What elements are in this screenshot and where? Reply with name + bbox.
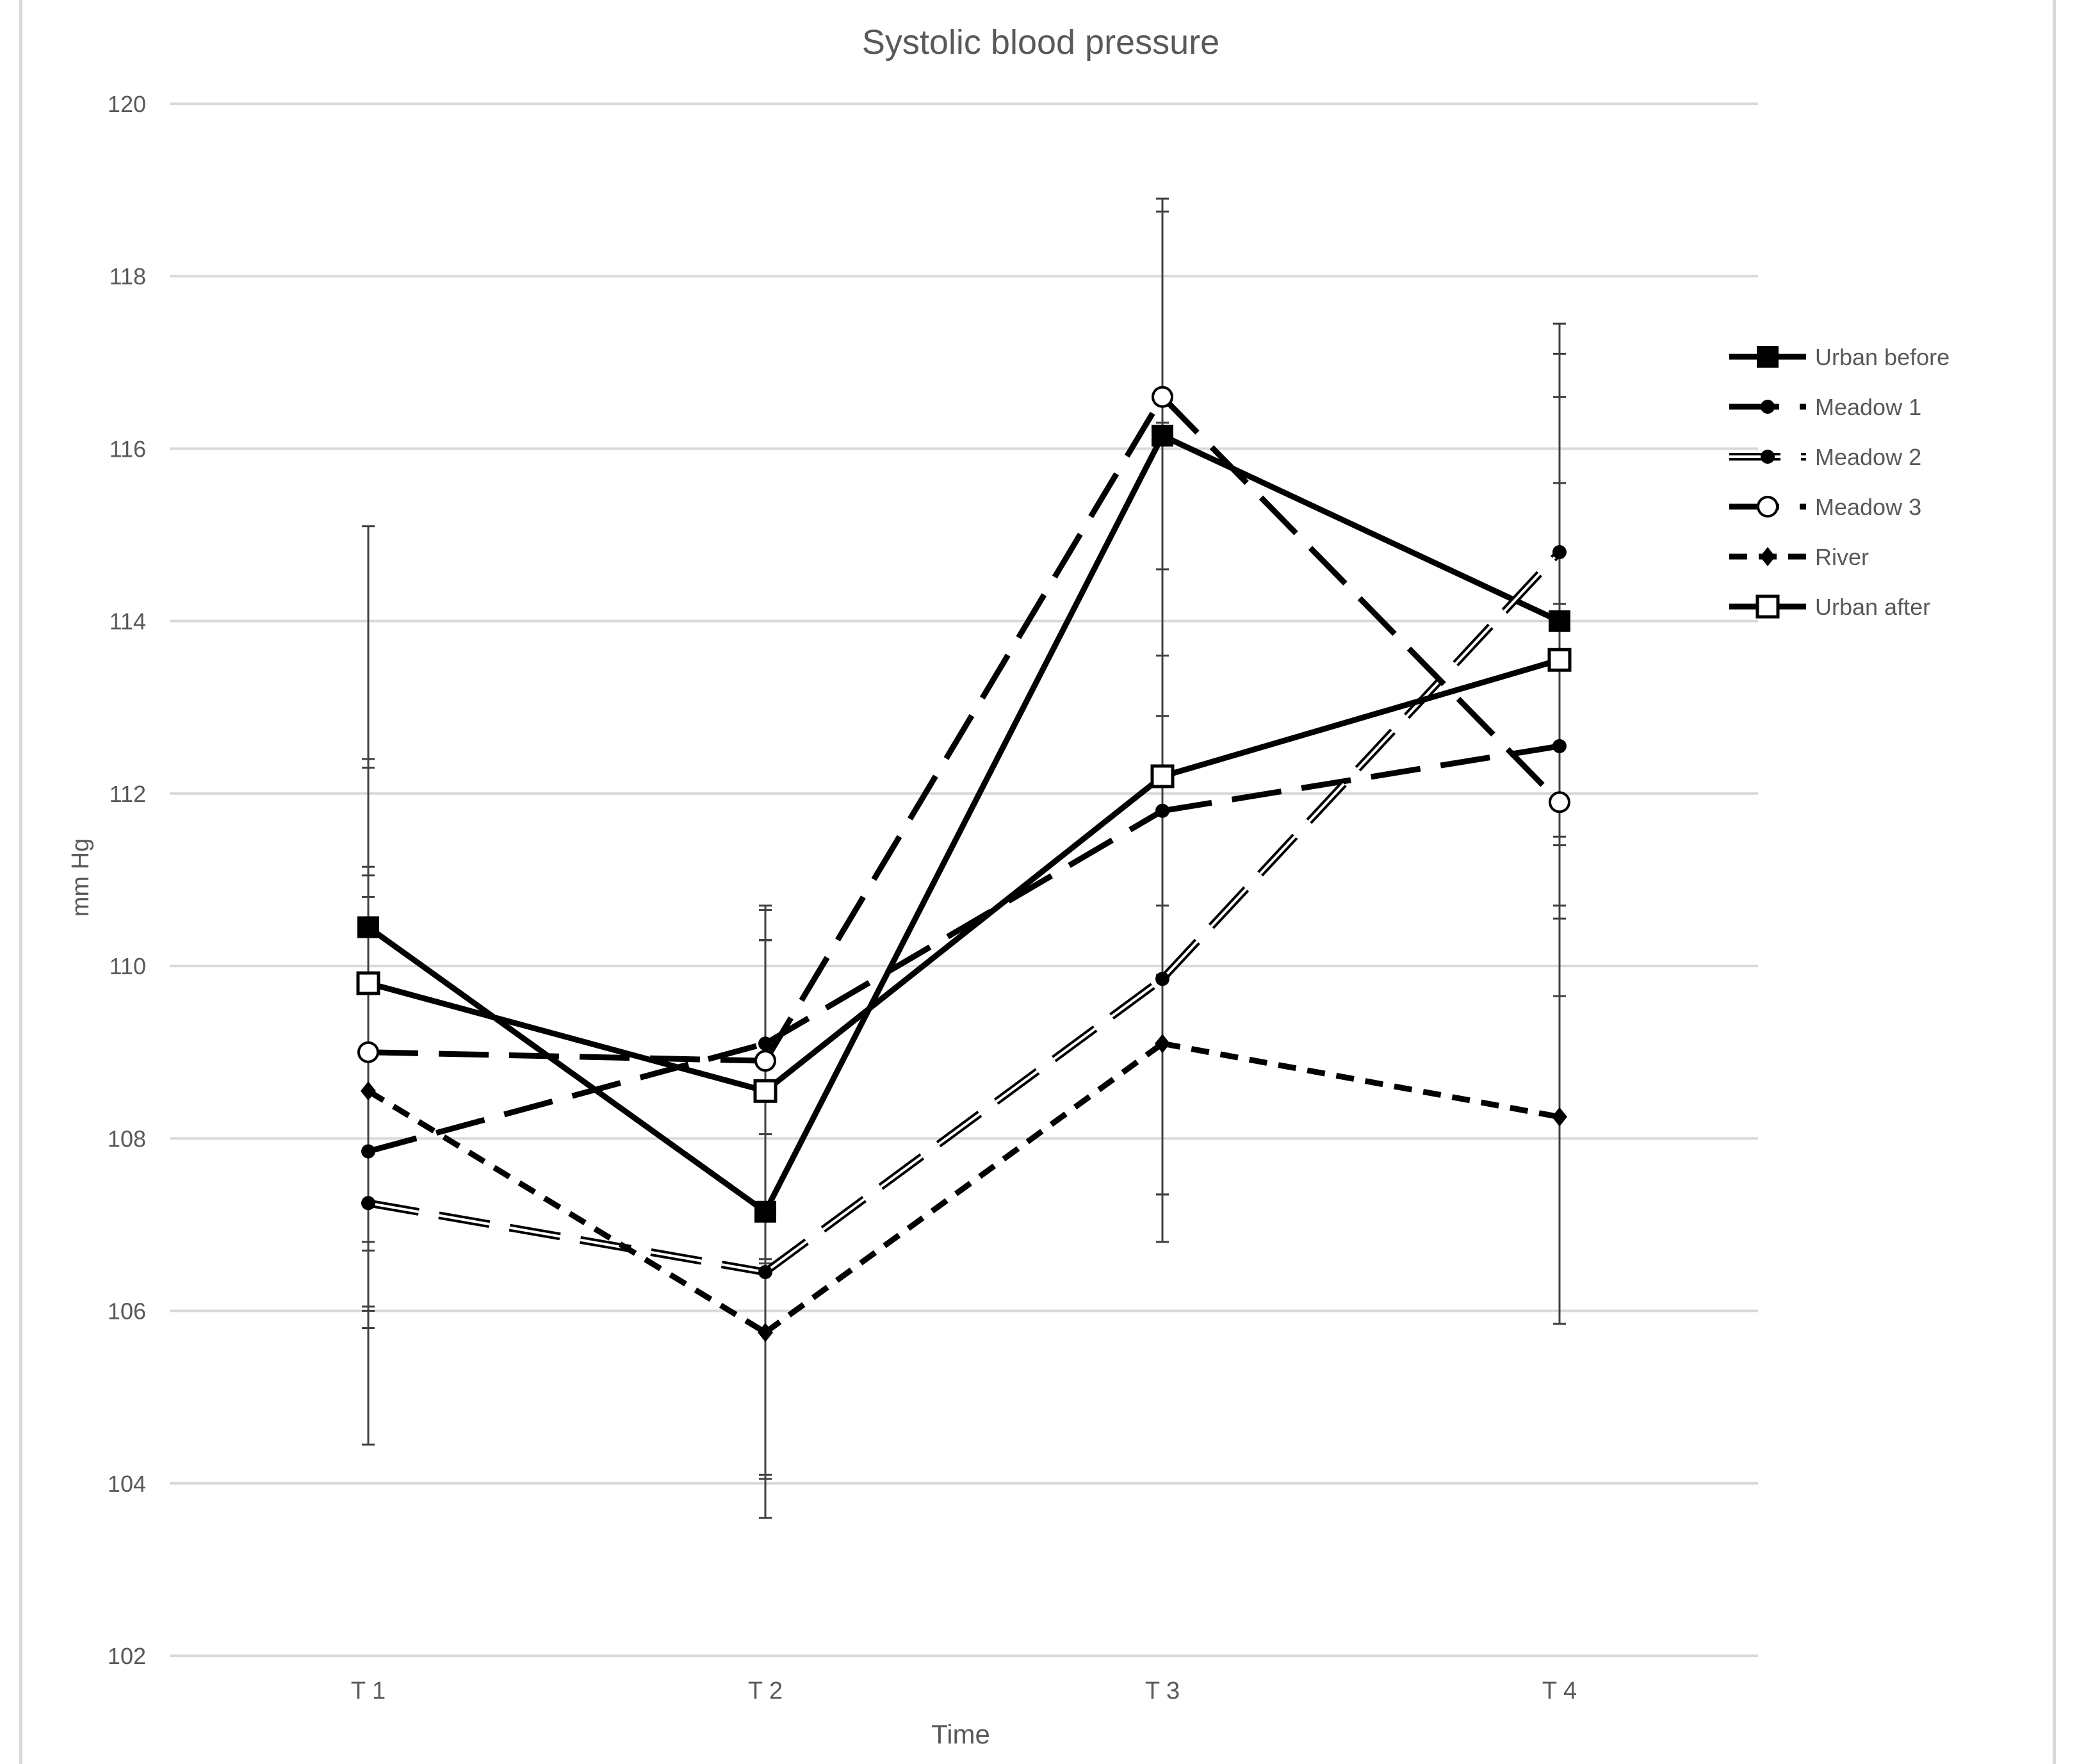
data-point-river [361,1081,376,1101]
legend-label-river: River [1815,544,1869,570]
data-point-meadow-1 [1552,739,1567,753]
series-line-river [366,1088,767,1335]
data-point-river [1155,1034,1170,1054]
data-point-meadow-3 [1152,386,1173,408]
x-tick-labels: T 1 T 2 T 3 T 4 [351,1678,1577,1704]
series-line-urban-before [1161,433,1561,624]
series-line-meadow-3 [1160,395,1562,804]
series-line-urban-after [1161,657,1561,780]
y-tick-label: 102 [108,1643,146,1669]
series-line-river [763,1041,1164,1335]
series-line-urban-after [367,980,767,1094]
series-line-urban-before [366,924,767,1214]
y-tick-label: 110 [110,953,146,979]
data-point-meadow-2 [758,1264,772,1279]
y-tick-label: 114 [110,608,146,635]
series-line-meadow-2-core [368,1202,766,1273]
data-point-urban-after [1547,648,1572,672]
x-axis-title: Time [931,1719,990,1749]
data-point-urban-after [356,971,380,995]
x-tick-label: T 1 [351,1678,386,1704]
data-point-meadow-1 [758,1036,772,1051]
y-axis-title: mm Hg [67,838,94,917]
series-line-meadow-1 [763,808,1164,1047]
chart-title: Systolic blood pressure [862,23,1219,61]
series-lines [366,395,1563,1335]
legend-label-meadow-3: Meadow 3 [1815,494,1921,520]
legend-marker-river [1760,547,1775,566]
series-line-meadow-2 [367,1199,767,1276]
x-tick-label: T 4 [1542,1678,1577,1704]
y-tick-label: 118 [110,263,146,290]
y-tick-label: 120 [108,91,146,117]
series-line-meadow-2-core [764,977,1164,1273]
legend-label-meadow-2: Meadow 2 [1815,444,1921,470]
data-point-urban-before [357,916,379,938]
series-line-meadow-3 [763,395,1165,1063]
data-point-meadow-3 [1549,791,1570,813]
data-point-urban-after [1150,764,1175,788]
data-point-meadow-3 [357,1041,379,1063]
legend-label-urban-before: Urban before [1815,344,1950,370]
data-point-meadow-1 [361,1144,375,1159]
series-markers [356,386,1572,1343]
legend-marker-meadow-1 [1761,400,1775,414]
data-point-urban-before [754,1200,776,1223]
series-line-urban-after [763,774,1164,1093]
gridlines [170,102,1758,1657]
y-tick-label: 104 [108,1471,146,1497]
error-bars [362,197,1566,1519]
series-line-urban-before [762,434,1166,1213]
series-line-meadow-3 [368,1049,766,1064]
series-line-meadow-1 [1162,743,1560,814]
legend-marker-urban-before [1757,346,1779,368]
legend-marker-meadow-3 [1757,496,1779,518]
y-tick-label: 106 [108,1298,146,1325]
y-tick-label: 116 [110,436,146,462]
x-tick-label: T 3 [1145,1678,1180,1704]
legend-label-urban-after: Urban after [1815,594,1930,620]
data-point-urban-after [753,1079,778,1103]
series-line-meadow-1 [367,1040,767,1154]
legend: Urban before Meadow 1 Meadow 2 Meadow 3 Rive… [1729,344,1950,620]
x-tick-label: T 2 [748,1678,783,1704]
chart-frame [19,0,2056,1764]
y-tick-labels: 102 104 106 108 110 112 114 116 118 120 [108,91,146,1669]
series-line-meadow-2-core [1161,551,1561,980]
y-tick-label: 108 [108,1125,146,1152]
legend-marker-urban-after [1755,594,1780,619]
data-point-river [1552,1107,1567,1127]
series-line-river [1162,1040,1560,1120]
data-point-meadow-2 [1155,972,1169,986]
data-point-meadow-2 [1552,544,1567,559]
legend-label-meadow-1: Meadow 1 [1815,394,1921,420]
legend-marker-meadow-2 [1761,450,1775,464]
data-point-river [758,1323,773,1343]
data-point-meadow-3 [754,1050,776,1072]
data-point-urban-before [1549,610,1570,632]
data-point-meadow-2 [361,1196,375,1211]
data-point-urban-before [1152,425,1173,447]
data-point-meadow-1 [1155,803,1169,818]
y-tick-label: 112 [110,781,146,807]
